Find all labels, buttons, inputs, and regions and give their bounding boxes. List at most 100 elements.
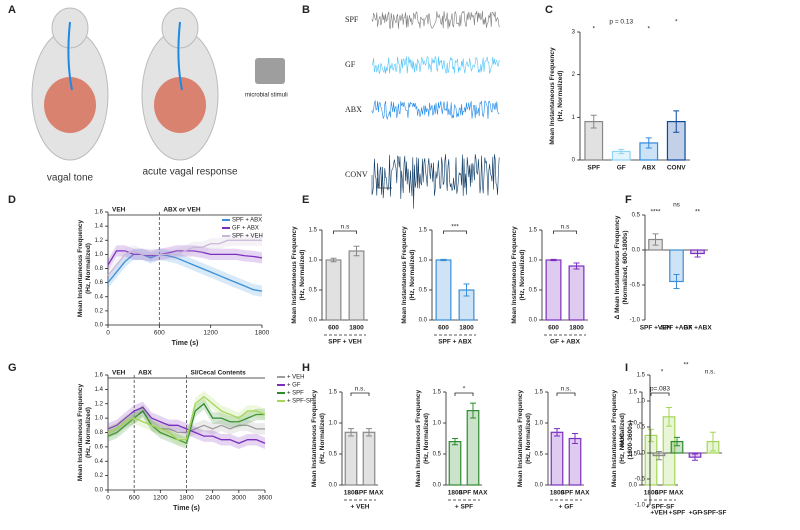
x-tick-label: SPF MAX <box>655 490 685 497</box>
annotation: ns <box>673 202 681 209</box>
y-tick-label: 0.5 <box>309 288 318 294</box>
y-tick-label: 1.0 <box>629 421 638 427</box>
y-axis-label-line: (Hz, Normalized) <box>525 413 532 464</box>
trace <box>371 55 500 75</box>
y-axis-label: AUC(1800-3600s) <box>619 420 634 459</box>
y-axis-label-line: (Normalized, 600-1800s) <box>622 230 629 304</box>
annotation: * <box>592 26 595 33</box>
x-tick-label: SPF MAX <box>459 490 489 497</box>
error-bar <box>550 258 557 262</box>
significance-bracket <box>333 230 357 234</box>
series-band <box>108 245 262 271</box>
y-axis-label-line: (Hz, Normalized) <box>519 250 526 301</box>
series-band <box>108 248 262 297</box>
y-axis-label-line: (Hz, Normalized) <box>319 413 326 464</box>
legend-label: GF + ABX <box>232 226 259 232</box>
y-axis-label-line: Mean Instantaneous Frequency <box>401 226 408 324</box>
x-tick-label: +VEH <box>650 510 667 517</box>
y-tick-label: 0.6 <box>95 280 104 286</box>
bar <box>568 437 582 486</box>
y-tick-label: 0.0 <box>637 451 646 457</box>
annotation: *** <box>451 224 459 231</box>
annotation: n.s. <box>561 386 572 393</box>
y-tick-label: -0.5 <box>635 477 646 483</box>
trace-label: ABX <box>345 105 362 114</box>
y-tick-label: 0.8 <box>95 266 104 272</box>
x-tick-label: 600 <box>328 325 339 332</box>
y-tick-label: 1.0 <box>329 421 338 427</box>
y-tick-label: 1.5 <box>535 390 544 396</box>
series-band <box>108 234 262 282</box>
pump <box>255 58 285 84</box>
x-tick-label: SPF MAX <box>355 490 385 497</box>
group-label: + SPF-SF <box>646 504 675 511</box>
y-axis-label: Mean Instantaneous Frequency(Hz, Normali… <box>401 226 416 324</box>
error-bar <box>348 428 354 437</box>
legend-label: + SPF-SF <box>287 399 314 405</box>
y-axis-label-line: (Hz, Normalized) <box>409 250 416 301</box>
x-axis-label: Time (s) <box>172 340 199 347</box>
chart: -1.0-0.50.00.5Δ Mean Instantaneous Frequ… <box>614 202 713 332</box>
y-tick-label: 2 <box>572 72 576 78</box>
phase-label: VEH <box>112 370 126 377</box>
error-bar <box>572 433 578 444</box>
panel-label: C <box>545 4 553 16</box>
y-axis-label-line: (Hz, Normalized) <box>85 407 92 458</box>
error-bar <box>618 148 625 155</box>
x-tick-label: +SPF-SF <box>700 510 727 517</box>
x-tick-label: 600 <box>154 330 165 337</box>
trace-label: GF <box>345 60 356 69</box>
x-tick-label: 1800 <box>459 325 474 332</box>
y-tick-label: 0.4 <box>95 459 104 465</box>
y-axis-label-line: Mean Instantaneous Frequency <box>291 226 298 324</box>
legend-label: SPF + VEH <box>232 234 263 240</box>
error-bar <box>692 453 698 461</box>
x-tick-label: 600 <box>548 325 559 332</box>
vagus-nerve <box>177 21 183 91</box>
error-bar <box>366 428 372 437</box>
vagus-nerve <box>67 21 73 91</box>
y-tick-label: 1.5 <box>329 390 338 396</box>
y-tick-label: 0.5 <box>329 452 338 458</box>
y-tick-label: 0.0 <box>529 318 538 324</box>
x-tick-label: +SPF <box>669 510 685 517</box>
panel-label: F <box>625 194 632 206</box>
error-bar <box>710 431 716 452</box>
y-tick-label: 1.5 <box>529 228 538 234</box>
annotation: * <box>675 19 678 26</box>
y-tick-label: 0.6 <box>95 444 104 450</box>
annotation: n.s. <box>705 369 716 376</box>
bar <box>466 410 480 486</box>
x-tick-label: 0 <box>106 495 110 502</box>
panel-label: H <box>302 362 310 374</box>
caption: vagal tone <box>47 173 94 184</box>
y-axis-label-line: Mean Instantaneous Frequency <box>549 47 556 145</box>
significance-bracket <box>553 230 577 234</box>
trace <box>371 10 500 30</box>
y-tick-label: 0.0 <box>95 488 104 494</box>
y-tick-label: 0.0 <box>535 483 544 489</box>
x-tick-label: 3000 <box>232 495 247 502</box>
annotation: n.s. <box>355 386 366 393</box>
y-tick-label: 1.5 <box>433 390 442 396</box>
y-tick-label: 0.0 <box>419 318 428 324</box>
caption: acute vagal response <box>142 167 238 178</box>
panel-label: D <box>8 194 16 206</box>
x-tick-label: 1200 <box>203 330 218 337</box>
significance-bracket <box>556 392 576 396</box>
y-tick-label: 1.5 <box>629 390 638 396</box>
x-tick-label: GF +ABX <box>683 325 712 332</box>
bar <box>344 431 358 486</box>
y-tick-label: 0.5 <box>629 452 638 458</box>
y-axis-label-line: Δ Mean Instantaneous Frequency <box>614 215 621 319</box>
significance-bracket <box>443 230 467 234</box>
y-tick-label: 1.5 <box>419 228 428 234</box>
y-tick-label: 0.5 <box>632 213 641 219</box>
y-tick-label: -1.0 <box>630 318 641 324</box>
